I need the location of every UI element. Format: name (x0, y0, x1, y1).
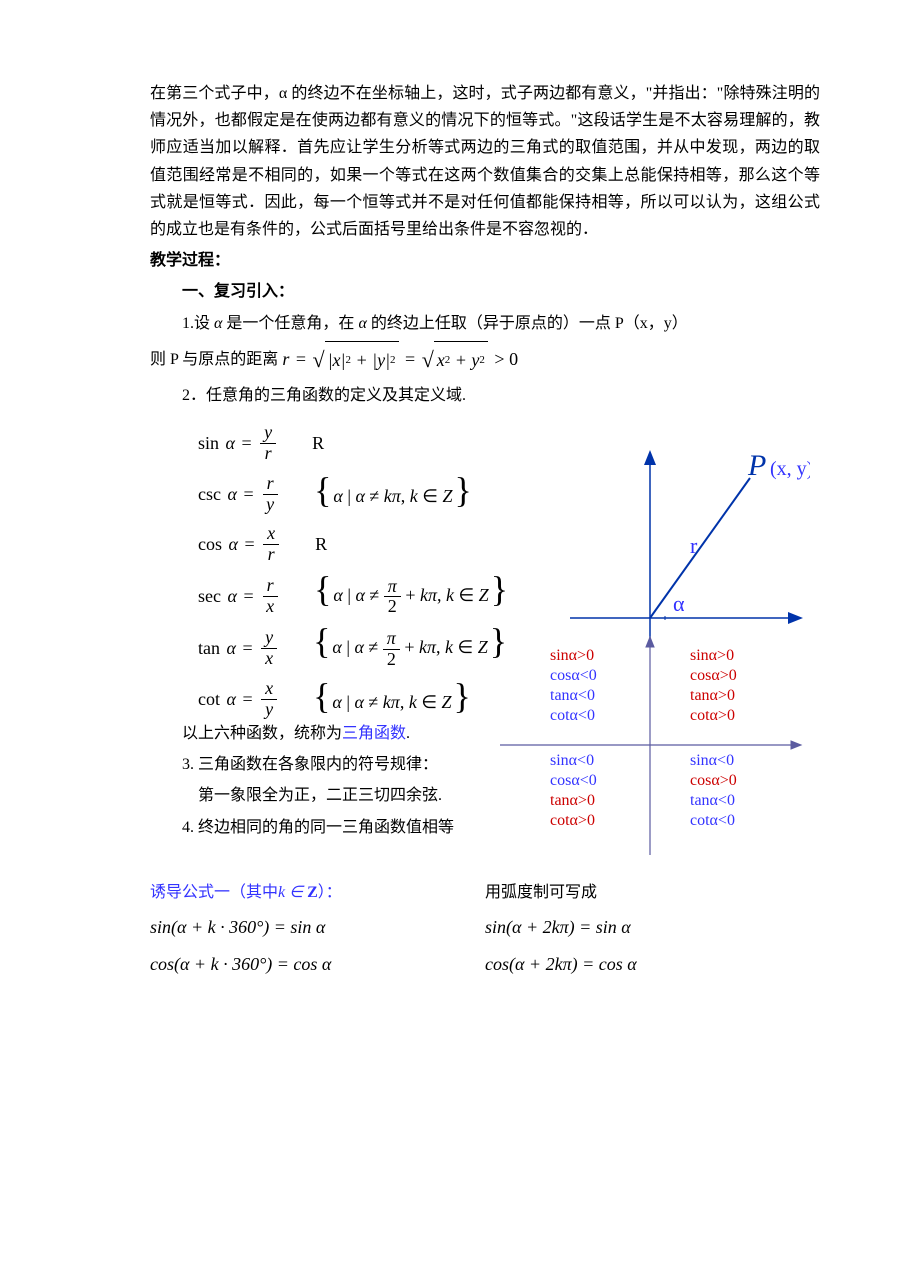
p-coord: (x, y) (770, 458, 810, 480)
trig-domain-cot: {α | α ≠ kπ, k ∈ Z} (313, 682, 471, 718)
item-3: 3. 三角函数在各象限内的符号规律： (150, 751, 520, 778)
induction-deg-1: cos(α + k · 360°) = cos α (150, 949, 331, 980)
induction-deg-0: sin(α + k · 360°) = sin α (150, 912, 325, 943)
quad-III-0: sinα<0 (550, 752, 594, 769)
trig-domain-csc: {α | α ≠ kπ, k ∈ Z} (314, 476, 472, 512)
heading-process: 教学过程： (150, 247, 820, 274)
summary-line: 以上六种函数，统称为三角函数. (150, 720, 520, 747)
intro-paragraph: 在第三个式子中，α 的终边不在坐标轴上，这时，式子两边都有意义，"并指出："除特… (150, 80, 820, 243)
induction-prefix: 诱导公式一（其中 (150, 884, 278, 901)
item-3-note: 第一象限全为正，二正三切四余弦. (150, 782, 520, 809)
quad-IV-1: cosα>0 (690, 772, 737, 789)
alpha-symbol: α (214, 315, 222, 332)
quad-IV-2: tanα<0 (690, 792, 735, 809)
item-1-line2-prefix: 则 P 与原点的距离 (150, 346, 278, 373)
trig-domain-sin: R (312, 428, 324, 459)
quad-II-1: cosα<0 (550, 667, 597, 684)
quad-II-3: cotα<0 (550, 707, 595, 724)
quad-II-2: tanα<0 (550, 687, 595, 704)
quadrant-sign-diagram: sinα>0 cosα<0 tanα<0 cotα<0 sinα>0 cosα>0 tanα… (490, 630, 790, 869)
quad-IV-3: cotα<0 (690, 812, 735, 829)
quad-III-3: cotα>0 (550, 812, 595, 829)
item-1-suffix: 的终边上任取（异于原点的）一点 P（x，y） (371, 315, 688, 332)
induction-suffix: ）： (318, 884, 342, 901)
alpha-symbol-2: α (358, 315, 366, 332)
trig-def-csc: csc α = ry{α | α ≠ kπ, k ∈ Z} (198, 474, 560, 515)
item-1-mid: 是一个任意角，在 (226, 315, 354, 332)
induction-heading-row: 诱导公式一（其中k ∈ Z）： 用弧度制可写成 (150, 879, 820, 906)
trig-def-sec: sec α = rx{α | α ≠ π2 + kπ, k ∈ Z} (198, 575, 560, 617)
alpha-label: α (673, 591, 685, 616)
induction-row-0: sin(α + k · 360°) = sin α sin(α + 2kπ) = … (150, 912, 820, 943)
r-label: r (690, 533, 698, 558)
induction-kZ: k ∈ Z (278, 884, 318, 901)
item-1: 1.设 α 是一个任意角，在 α 的终边上任取（异于原点的）一点 P（x，y） (150, 310, 820, 337)
trig-link: 三角函数 (342, 725, 406, 742)
quad-I-2: tanα>0 (690, 687, 735, 704)
trig-domain-sec: {α | α ≠ π2 + kπ, k ∈ Z} (314, 575, 508, 617)
distance-formula: r = √|x|2 + |y|2 = √x2 + y2 > 0 (282, 341, 518, 378)
induction-row-1: cos(α + k · 360°) = cos α cos(α + 2kπ) = … (150, 949, 820, 980)
trig-def-cos: cos α = xrR (198, 524, 560, 565)
p-label: P (747, 449, 766, 482)
heading-section-1: 一、复习引入： (150, 278, 820, 305)
item-1-prefix: 1.设 (182, 315, 210, 332)
quad-III-1: cosα<0 (550, 772, 597, 789)
quad-I-0: sinα>0 (690, 647, 734, 664)
radian-label: 用弧度制可写成 (485, 884, 597, 901)
quad-I-3: cotα>0 (690, 707, 735, 724)
induction-rad-0: sin(α + 2kπ) = sin α (485, 912, 631, 943)
trig-domain-tan: {α | α ≠ π2 + kπ, k ∈ Z} (313, 627, 507, 669)
quad-I-1: cosα>0 (690, 667, 737, 684)
quad-III-2: tanα>0 (550, 792, 595, 809)
item-2: 2．任意角的三角函数的定义及其定义域. (150, 382, 820, 409)
induction-rad-1: cos(α + 2kπ) = cos α (485, 949, 637, 980)
item-1-line2: 则 P 与原点的距离 r = √|x|2 + |y|2 = √x2 + y2 >… (150, 341, 820, 378)
trig-def-sin: sin α = yrR (198, 423, 560, 464)
quad-IV-0: sinα<0 (690, 752, 734, 769)
trig-domain-cos: R (315, 529, 327, 560)
quad-II-0: sinα>0 (550, 647, 594, 664)
item-4: 4. 终边相同的角的同一三角函数值相等 (150, 814, 520, 841)
